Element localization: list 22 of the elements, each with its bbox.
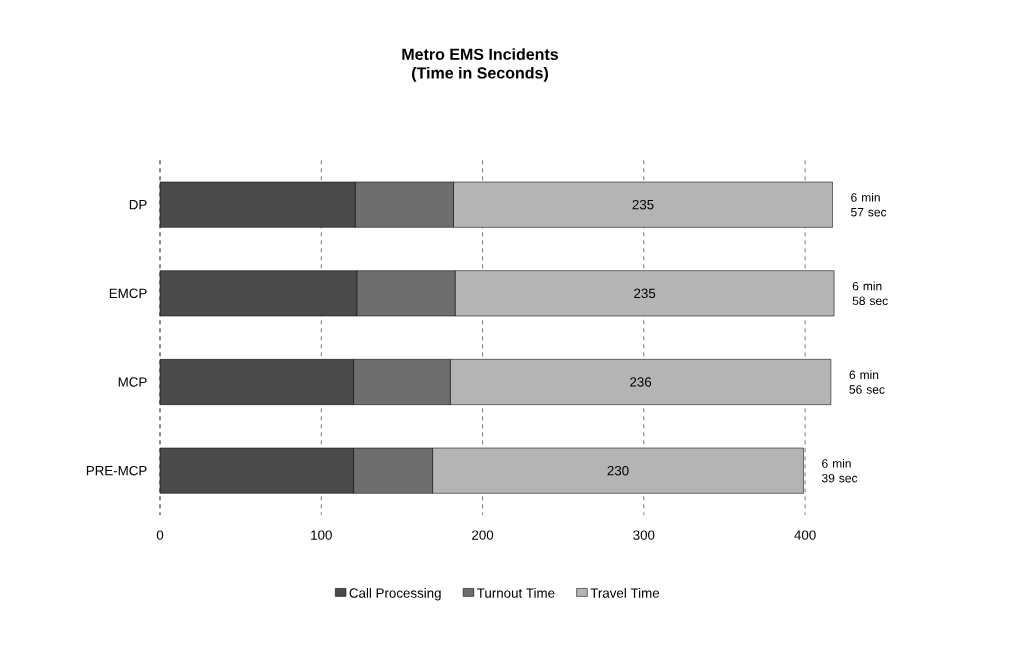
x-tick-label: 300: [633, 530, 655, 540]
data-label: 235: [632, 199, 654, 210]
legend-label: Turnout Time: [477, 587, 555, 598]
x-tick-label: 0: [156, 530, 164, 540]
chart-subtitle: (Time in Seconds): [412, 66, 548, 82]
x-tick-label: 200: [472, 530, 494, 540]
total-label: 6 min 39 sec: [821, 458, 858, 483]
legend-label: Travel Time: [590, 587, 660, 598]
total-label: 6 min 58 sec: [852, 281, 888, 306]
data-label: 235: [634, 288, 656, 299]
total-label: 6 min 56 sec: [849, 370, 885, 394]
y-tick-label: DP: [129, 200, 147, 210]
y-tick-label: EMCP: [109, 288, 147, 299]
data-label: 236: [630, 377, 652, 387]
data-label: 230: [607, 465, 629, 476]
legend-label: Call Processing: [349, 587, 441, 601]
total-label: 6 min 57 sec: [851, 192, 887, 217]
y-tick-label: MCP: [118, 377, 147, 387]
y-tick-label: PRE-MCP: [86, 465, 147, 476]
x-tick-label: 400: [794, 530, 816, 540]
chart-title: Metro EMS Incidents: [402, 48, 559, 60]
x-tick-label: 100: [311, 530, 332, 540]
